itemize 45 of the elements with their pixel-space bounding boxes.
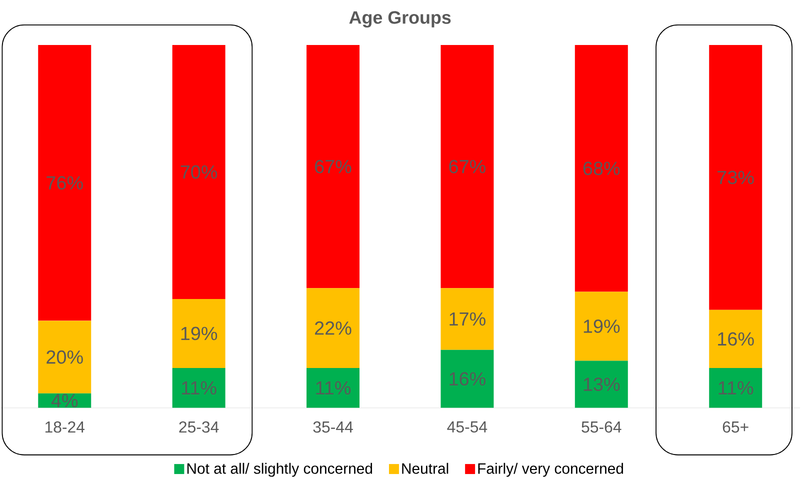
data-label: 11% (718, 381, 754, 395)
x-tick-label: 35-44 (313, 421, 353, 433)
data-label: 68% (583, 162, 620, 176)
bar (574, 360, 628, 408)
bar (709, 368, 762, 408)
x-tick-label: 65+ (722, 421, 748, 433)
legend-label: Neutral (402, 462, 448, 474)
x-tick-label: 45-54 (447, 421, 488, 433)
x-tick-label: 18-24 (45, 421, 85, 433)
bar (38, 45, 92, 321)
bar (172, 299, 226, 368)
data-label: 17% (450, 312, 486, 326)
x-tick-label: 25-34 (179, 421, 219, 433)
chart-title: Age Groups (349, 11, 451, 28)
data-label: 67% (449, 160, 486, 174)
x-tick-label: 55-64 (582, 421, 622, 433)
data-label: 11% (182, 381, 216, 395)
data-label: 76% (46, 176, 83, 190)
data-label: 11% (316, 381, 351, 395)
bar (709, 45, 762, 310)
data-label: 67% (315, 160, 352, 174)
bar (440, 350, 494, 408)
data-label: 19% (584, 320, 620, 333)
bar (440, 288, 494, 350)
bar (306, 368, 360, 408)
bar (440, 45, 494, 288)
data-label: 22% (315, 321, 352, 335)
bar (574, 45, 628, 292)
bar (709, 310, 762, 368)
bar (38, 320, 92, 394)
data-label: 13% (584, 378, 620, 392)
bar (172, 368, 226, 408)
data-label: 20% (46, 350, 83, 364)
data-label: 70% (180, 165, 218, 179)
data-label: 16% (718, 332, 754, 346)
data-label: 19% (181, 326, 218, 340)
bar (306, 288, 360, 368)
data-label: 16% (450, 372, 486, 386)
data-label: 73% (718, 170, 754, 184)
bar (306, 45, 360, 288)
bar (172, 45, 226, 300)
bar (574, 292, 628, 361)
legend-label: Not at all/ slightly concerned (187, 462, 372, 477)
legend-label: Fairly/ very concerned (478, 462, 624, 477)
data-label: 4% (51, 394, 78, 408)
